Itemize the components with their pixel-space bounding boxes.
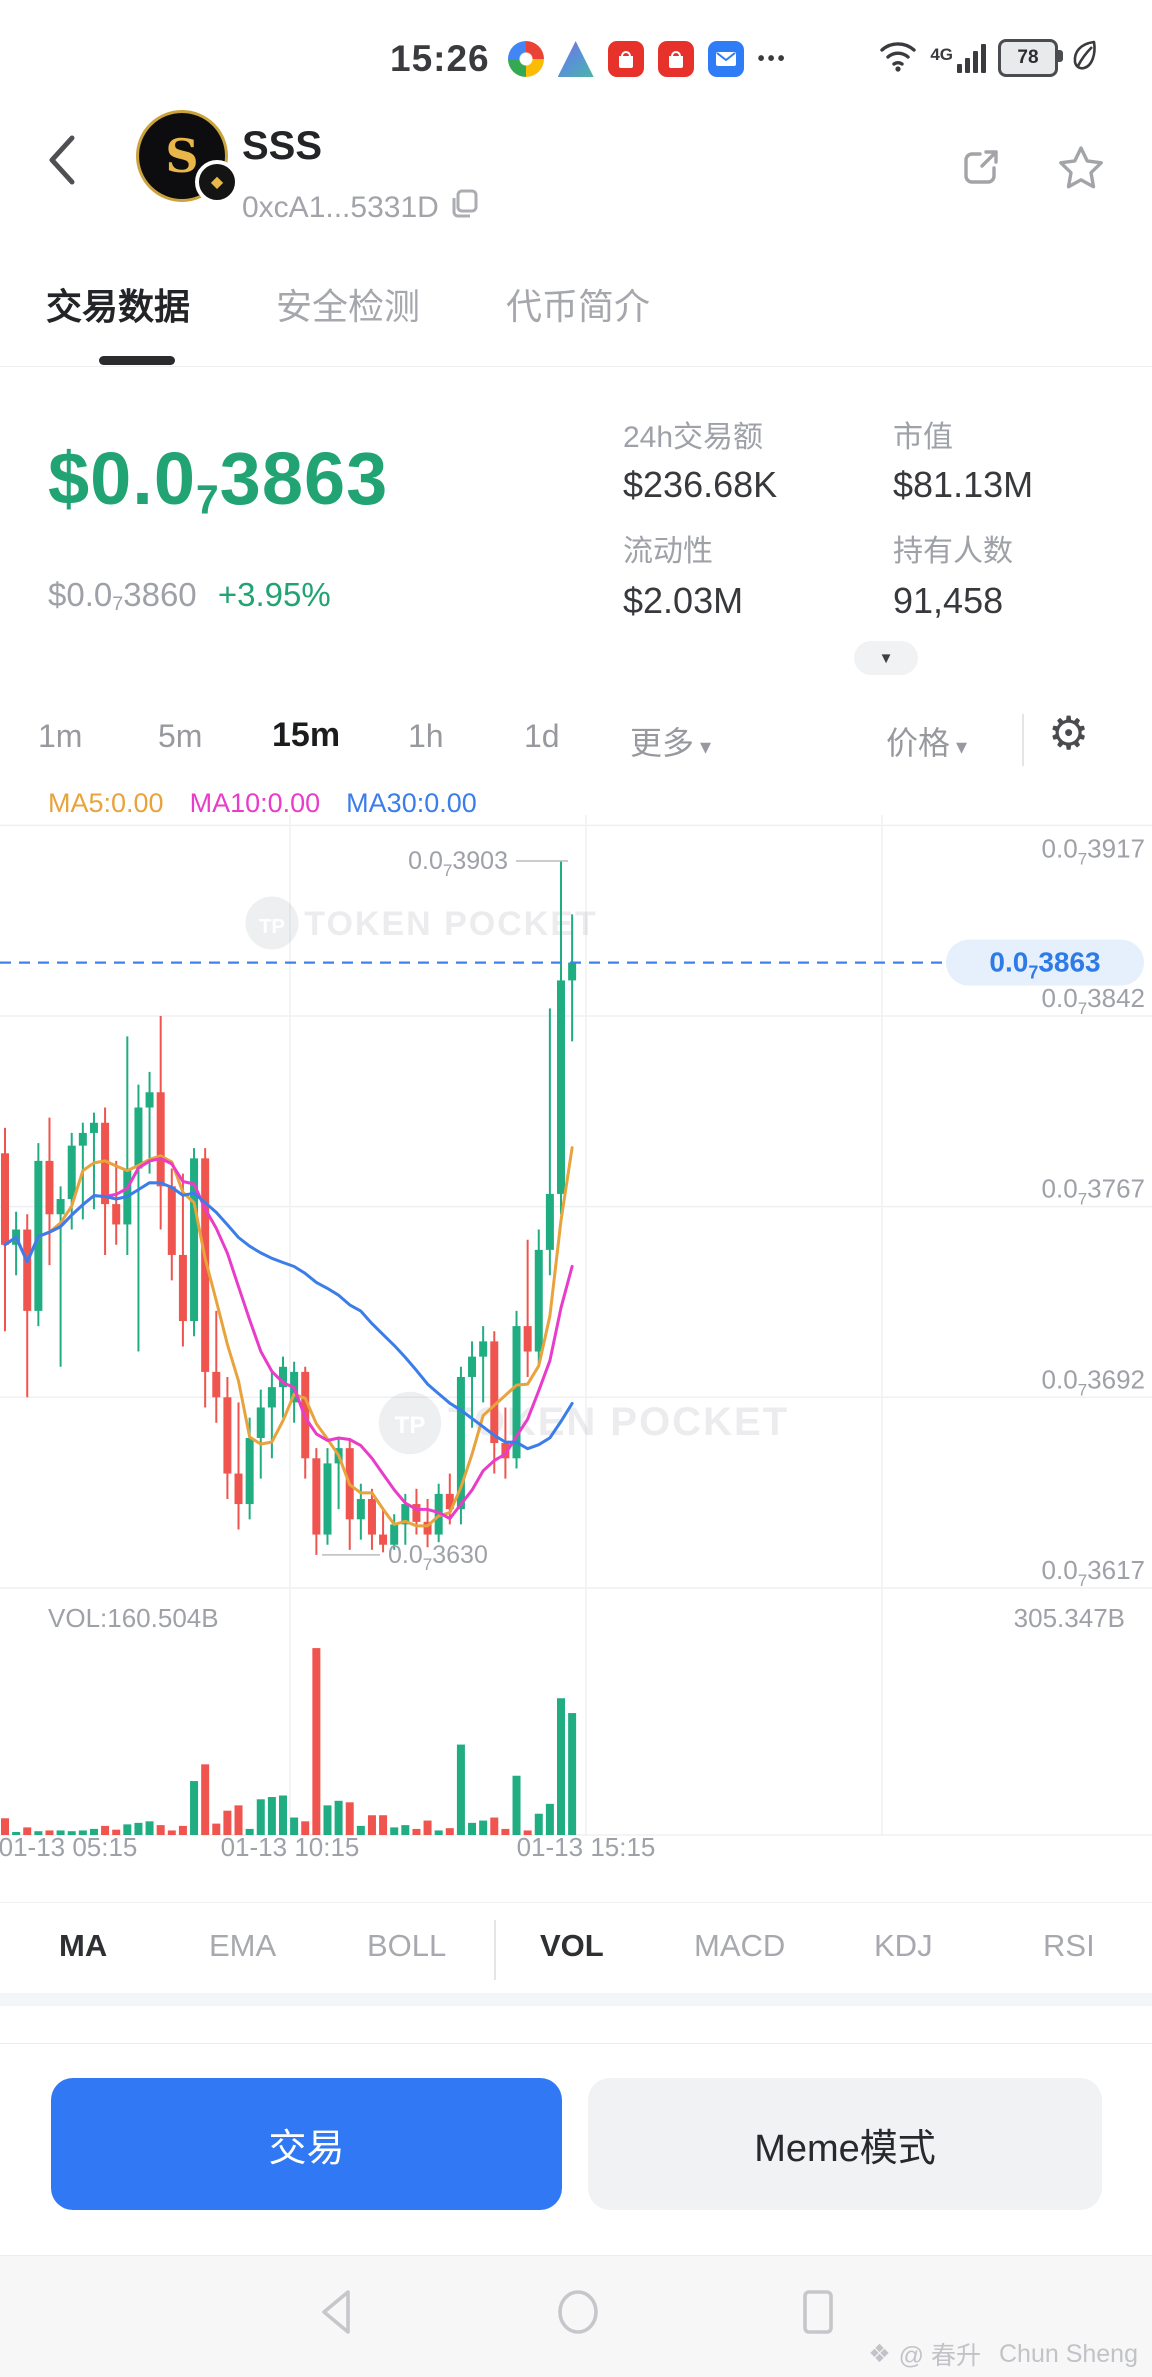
diamond-icon: ❖ bbox=[868, 2340, 891, 2368]
meme-mode-button[interactable]: Meme模式 bbox=[588, 2078, 1102, 2210]
price-change-percent: +3.95% bbox=[217, 576, 331, 613]
triangle-app-icon bbox=[557, 41, 594, 77]
author-watermark: ❖ @ 春升 Chun Sheng bbox=[868, 2339, 1138, 2371]
stat-label-holders: 持有人数 bbox=[893, 535, 1013, 568]
active-tab-indicator bbox=[99, 356, 175, 365]
stat-label-liquidity: 流动性 bbox=[623, 535, 713, 568]
current-price: $0.073863 bbox=[48, 437, 389, 523]
nav-recents-icon[interactable] bbox=[796, 2286, 840, 2343]
timeframe-15m[interactable]: 15m bbox=[272, 716, 341, 754]
copy-address-icon[interactable] bbox=[449, 188, 481, 228]
svg-text:01-13 15:15: 01-13 15:15 bbox=[517, 1832, 656, 1860]
indicator-rsi[interactable]: RSI bbox=[1043, 1928, 1095, 1963]
timeframe-1m[interactable]: 1m bbox=[38, 718, 83, 754]
expand-stats-button[interactable]: ▼ bbox=[854, 641, 918, 675]
indicator-vol[interactable]: VOL bbox=[540, 1928, 604, 1963]
ma30-legend: MA30:0.00 bbox=[346, 788, 477, 818]
svg-text:TP: TP bbox=[259, 916, 285, 938]
token-name: SSS bbox=[242, 124, 323, 168]
svg-text:01-13 10:15: 01-13 10:15 bbox=[221, 1832, 360, 1860]
timeframe-1h[interactable]: 1h bbox=[408, 718, 444, 754]
svg-text:305.347B: 305.347B bbox=[1014, 1603, 1125, 1633]
stat-value-volume24h: $236.68K bbox=[623, 464, 778, 505]
svg-text:0.073617: 0.073617 bbox=[1042, 1555, 1145, 1590]
pinwheel-app-icon bbox=[507, 41, 544, 77]
indicator-kdj[interactable]: KDJ bbox=[874, 1928, 933, 1963]
nav-back-icon[interactable] bbox=[314, 2286, 360, 2343]
svg-text:TP: TP bbox=[395, 1412, 426, 1439]
stat-value-liquidity: $2.03M bbox=[623, 580, 744, 621]
stat-value-holders: 91,458 bbox=[893, 580, 1004, 621]
stat-value-marketcap: $81.13M bbox=[893, 464, 1034, 505]
indicator-ema[interactable]: EMA bbox=[209, 1928, 277, 1963]
stat-label-marketcap: 市值 bbox=[893, 421, 953, 454]
svg-text:0.073917: 0.073917 bbox=[1042, 833, 1145, 868]
reference-price: $0.073860 bbox=[48, 576, 197, 616]
timeframe-5m[interactable]: 5m bbox=[158, 718, 203, 754]
clock: 15:26 bbox=[390, 38, 490, 79]
price-mode-dropdown[interactable]: 价格 ▾ bbox=[886, 725, 968, 761]
more-timeframes-dropdown[interactable]: 更多 ▾ bbox=[630, 725, 712, 761]
caret-down-icon: ▾ bbox=[956, 734, 968, 759]
nav-home-icon[interactable] bbox=[554, 2286, 602, 2343]
appstore-icon bbox=[607, 41, 644, 77]
ma5-legend: MA5:0.00 bbox=[48, 788, 164, 818]
token-address: 0xcA1...5331D bbox=[242, 188, 481, 228]
cellular-signal-icon: 4G bbox=[930, 43, 986, 73]
chevron-down-icon: ▼ bbox=[878, 649, 894, 667]
tab-trade-data[interactable]: 交易数据 bbox=[46, 286, 191, 327]
tab-security-check[interactable]: 安全检测 bbox=[276, 286, 421, 327]
mail-app-icon bbox=[707, 41, 744, 77]
status-bar: 15:26 ••• 4G 78 bbox=[0, 0, 1152, 92]
svg-text:0.073863: 0.073863 bbox=[989, 947, 1100, 983]
more-notifications-icon: ••• bbox=[757, 47, 788, 70]
svg-text:0.073630: 0.073630 bbox=[388, 1541, 488, 1574]
battery-indicator: 78 bbox=[998, 38, 1063, 77]
section-tabs: 交易数据 安全检测 代币简介 bbox=[46, 278, 650, 356]
timeframe-toolbar: 1m 5m 15m 1h 1d 更多 ▾ 价格 ▾ ⚙ bbox=[0, 704, 1152, 774]
eco-leaf-icon bbox=[1070, 38, 1100, 77]
ma10-legend: MA10:0.00 bbox=[189, 788, 321, 818]
tab-token-intro[interactable]: 代币简介 bbox=[506, 286, 651, 327]
svg-text:01-13 05:15: 01-13 05:15 bbox=[0, 1832, 137, 1860]
stat-label-volume24h: 24h交易额 bbox=[623, 421, 764, 454]
trade-button[interactable]: 交易 bbox=[51, 2078, 562, 2210]
chain-badge-icon: ◆ bbox=[195, 160, 239, 204]
indicator-ma[interactable]: MA bbox=[59, 1928, 108, 1963]
system-navigation-bar: ❖ @ 春升 Chun Sheng bbox=[0, 2255, 1152, 2377]
ma-legend: MA5:0.00 MA10:0.00 MA30:0.00 bbox=[48, 788, 477, 819]
svg-text:0.073767: 0.073767 bbox=[1042, 1174, 1145, 1209]
reference-price-row: $0.073860 +3.95% bbox=[48, 576, 331, 616]
favorite-star-icon[interactable] bbox=[1056, 144, 1106, 197]
svg-text:0.073842: 0.073842 bbox=[1042, 983, 1145, 1018]
indicator-tabs: MA EMA BOLL VOL MACD KDJ RSI bbox=[0, 1918, 1152, 1984]
chart-settings-gear-icon[interactable]: ⚙ bbox=[1048, 707, 1090, 759]
svg-text:0.073692: 0.073692 bbox=[1042, 1364, 1145, 1399]
token-header: S ◆ SSS 0xcA1...5331D bbox=[0, 92, 1152, 252]
svg-text:0.073903: 0.073903 bbox=[408, 847, 508, 880]
caret-down-icon: ▾ bbox=[700, 734, 712, 759]
share-icon[interactable] bbox=[956, 144, 1004, 197]
svg-text:VOL:160.504B: VOL:160.504B bbox=[48, 1603, 219, 1633]
indicator-macd[interactable]: MACD bbox=[694, 1928, 786, 1963]
indicator-boll[interactable]: BOLL bbox=[367, 1928, 447, 1963]
timeframe-1d[interactable]: 1d bbox=[524, 718, 560, 754]
appstore-icon-2 bbox=[657, 41, 694, 77]
svg-text:TOKEN POCKET: TOKEN POCKET bbox=[304, 905, 598, 943]
back-button[interactable] bbox=[40, 130, 84, 190]
wifi-icon bbox=[878, 38, 918, 77]
